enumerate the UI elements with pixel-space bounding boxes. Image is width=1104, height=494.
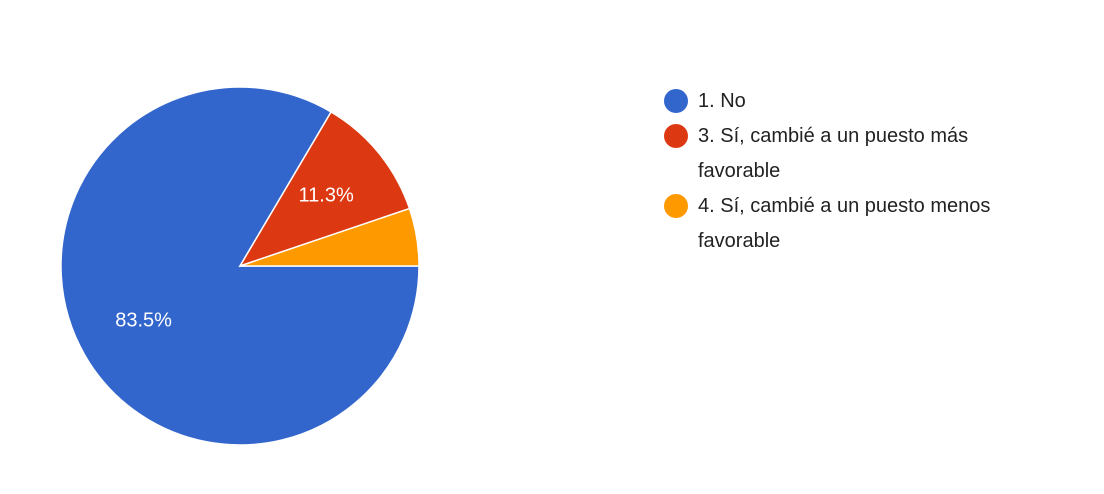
legend-item: 1. No [664, 84, 1044, 119]
legend-label: 3. Sí, cambié a un puesto más favorable [698, 125, 969, 182]
chart: 83.5% 11.3% [60, 86, 420, 446]
legend-item: 3. Sí, cambié a un puesto más favorable [664, 119, 1044, 189]
legend-label: 1. No [698, 90, 746, 112]
legend-swatch [664, 89, 688, 113]
legend-item: 4. Sí, cambié a un puesto menos favorabl… [664, 189, 1044, 259]
legend: 1. No 3. Sí, cambié a un puesto más favor… [664, 84, 1044, 259]
legend-swatch [664, 124, 688, 148]
legend-swatch [664, 194, 688, 218]
pie-slice [238, 110, 411, 268]
pie-slice [239, 207, 420, 267]
slice-label: 83.5% [115, 309, 172, 331]
slice-label: 11.3% [299, 184, 354, 206]
legend-label: 4. Sí, cambié a un puesto menos favorabl… [698, 195, 991, 252]
